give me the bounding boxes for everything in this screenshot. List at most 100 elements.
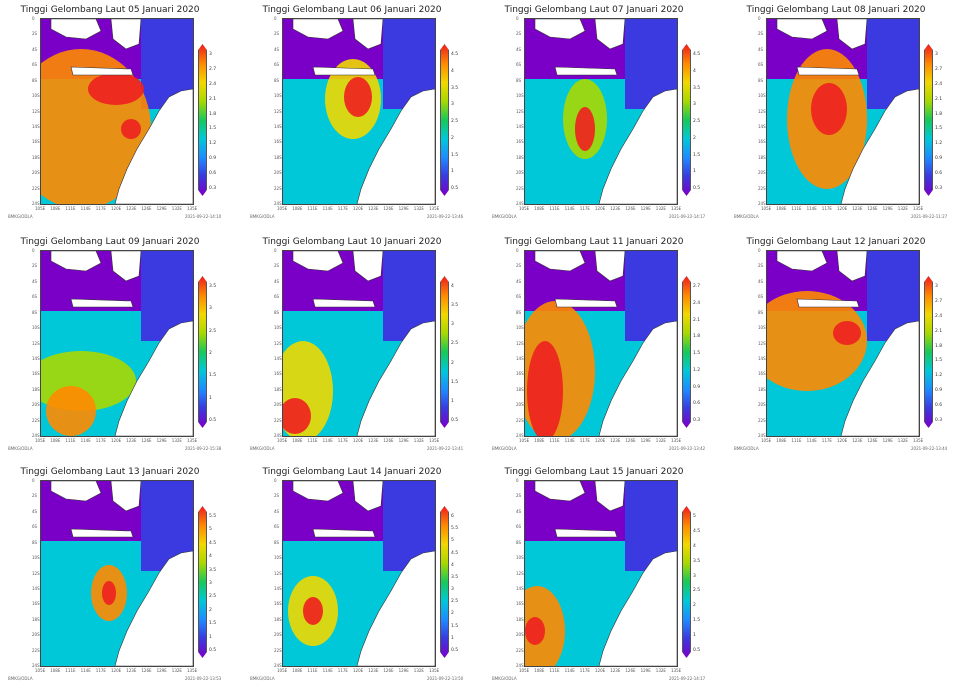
scale-tick-label: 3.5 (451, 303, 459, 309)
x-axis-label: 117E (579, 668, 590, 673)
x-axis-label: 129E (640, 668, 651, 673)
scale-tick-label: 1.5 (935, 358, 943, 364)
color-scale-ticks: 3.5 3 2.5 2 1.5 1 0.5 (209, 276, 229, 426)
y-axis-label: 16S (32, 371, 40, 377)
y-axis-label: 2S (32, 263, 38, 269)
x-axis-label: 117E (821, 206, 832, 211)
y-axis-label: 10S (32, 325, 40, 331)
land-mass (114, 550, 193, 666)
y-axis-label: 8S (516, 539, 522, 545)
scale-tick-label: 1.8 (935, 111, 943, 117)
color-scale-bar (924, 44, 933, 196)
scale-tick-label: 1.8 (693, 334, 701, 340)
x-axis-label: 114E (564, 206, 575, 211)
color-scale-ticks: 5 4.5 4 3.5 3 2.5 2 1.5 1 0.5 (693, 506, 713, 656)
y-axis-label: 24S (516, 433, 524, 438)
y-axis-label: 10S (274, 93, 282, 99)
wave-map-panel: Tinggi Gelombang Laut 08 Januari 2020 3 2… (734, 2, 961, 226)
y-axis-label: 10S (274, 555, 282, 561)
y-axis-label: 22S (758, 417, 766, 423)
y-axis-label: 8S (32, 77, 38, 83)
scale-tick-label: 1.5 (451, 623, 459, 629)
wave-hotspot (102, 581, 116, 605)
scale-tick-label: 2.4 (935, 81, 943, 87)
scale-tick-label: 2.5 (693, 588, 701, 594)
x-axis-label: 105E (519, 206, 530, 211)
y-axis-label: 20S (274, 170, 282, 176)
panel-title: Tinggi Gelombang Laut 14 Januari 2020 (262, 467, 442, 477)
y-axis-label: 0 (758, 16, 761, 21)
footer-timestamp: 2021-09-22-13:42 (669, 446, 706, 451)
x-axis-label: 129E (156, 206, 167, 211)
land-mass (356, 320, 435, 436)
x-axis-label: 105E (35, 668, 46, 673)
y-axis-label: 4S (516, 278, 522, 284)
y-axis-label: 6S (274, 294, 280, 300)
x-axis-label: 117E (337, 668, 348, 673)
x-axis-label: 120E (837, 438, 848, 443)
x-axis-label: 123E (126, 206, 137, 211)
x-axis-label: 129E (640, 438, 651, 443)
x-axis-label: 114E (806, 206, 817, 211)
y-axis-label: 20S (516, 170, 524, 176)
y-axis-label: 16S (758, 139, 766, 145)
scale-tick-label: 5.5 (209, 514, 217, 519)
x-axis-label: 117E (821, 438, 832, 443)
wave-hotspot (303, 597, 323, 625)
scale-tick-label: 2.5 (451, 599, 459, 605)
map-canvas (525, 251, 677, 436)
scale-tick-label: 1 (451, 398, 454, 404)
scale-tick-label: 2 (693, 603, 696, 609)
x-axis-label: 105E (277, 206, 288, 211)
x-axis-label: 123E (368, 668, 379, 673)
y-axis-label: 16S (32, 139, 40, 145)
x-axis-label: 135E (429, 206, 440, 211)
scale-tick-label: 2.5 (209, 328, 217, 334)
x-axis-label: 111E (65, 438, 76, 443)
x-axis-label: 123E (368, 206, 379, 211)
y-axis-label: 6S (274, 62, 280, 68)
y-axis-label: 4S (516, 46, 522, 52)
x-axis-label: 135E (913, 206, 924, 211)
y-axis-label: 14S (32, 123, 40, 129)
y-axis-label: 6S (758, 294, 764, 300)
scale-tick-label: 4 (693, 543, 696, 549)
color-scale-ticks: 6 5.5 5 4.5 4 3.5 3 2.5 2 1.5 1 0.5 (451, 506, 471, 656)
x-axis-label: 117E (95, 206, 106, 211)
color-scale-ticks: 2.7 2.4 2.1 1.8 1.5 1.2 0.9 0.6 0.3 (693, 276, 713, 426)
x-axis-label: 135E (671, 668, 682, 673)
scale-tick-label: 2 (693, 135, 696, 141)
x-axis-label: 108E (50, 206, 61, 211)
x-axis-label: 129E (156, 438, 167, 443)
x-axis-label: 114E (322, 668, 333, 673)
scale-tick-label: 3 (451, 322, 454, 328)
y-axis-label: 2S (758, 31, 764, 37)
wave-height-map (282, 480, 436, 667)
color-scale-bar (924, 276, 933, 428)
map-canvas (283, 251, 435, 436)
y-axis-label: 16S (516, 371, 524, 377)
y-axis-label: 6S (274, 524, 280, 530)
scale-tick-label: 4.5 (693, 528, 701, 534)
y-axis-label: 14S (758, 123, 766, 129)
panel-title: Tinggi Gelombang Laut 08 Januari 2020 (746, 5, 926, 15)
x-axis-label: 105E (35, 206, 46, 211)
y-axis-label: 18S (516, 616, 524, 622)
y-axis-label: 8S (516, 309, 522, 315)
x-axis-label: 123E (368, 438, 379, 443)
panel-title: Tinggi Gelombang Laut 12 Januari 2020 (746, 237, 926, 247)
x-axis-label: 132E (655, 438, 666, 443)
scale-tick-label: 4 (451, 68, 454, 74)
scale-tick-label: 2.5 (451, 119, 459, 124)
y-axis-label: 10S (758, 325, 766, 331)
y-axis-label: 22S (32, 417, 40, 423)
x-axis-label: 135E (187, 668, 198, 673)
x-axis-label: 123E (852, 206, 863, 211)
footer-source: BMKG/ODLA (250, 214, 275, 219)
scale-tick-label: 0.5 (209, 648, 217, 653)
island-land (50, 19, 142, 76)
x-axis-label: 111E (307, 668, 318, 673)
x-axis-label: 108E (534, 668, 545, 673)
x-axis-label: 123E (610, 438, 621, 443)
scale-tick-label: 5 (451, 538, 454, 544)
